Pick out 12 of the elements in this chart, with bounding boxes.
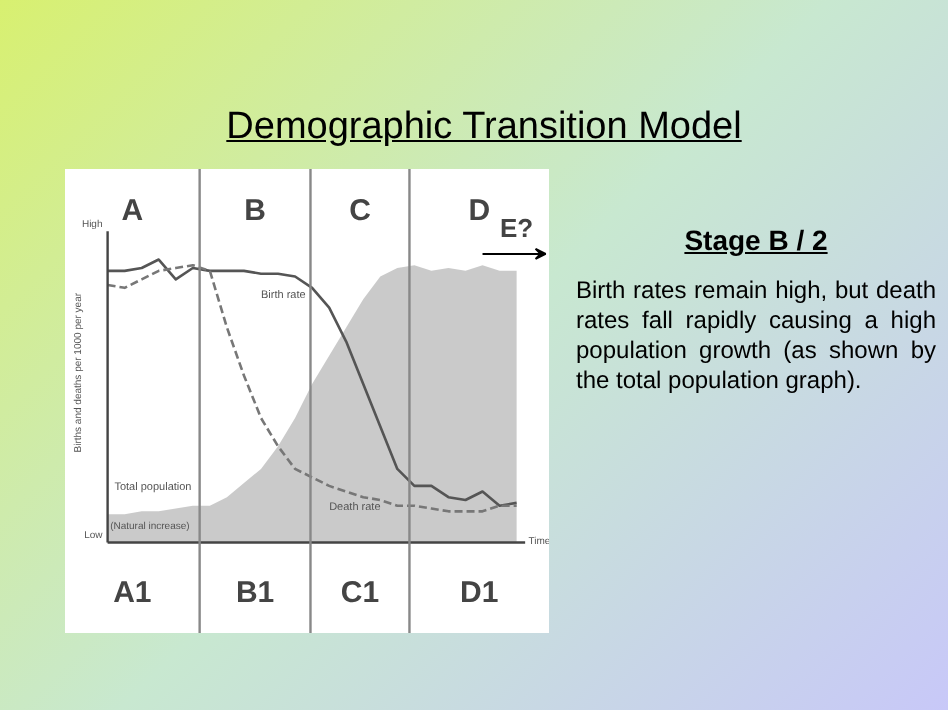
text: Stage B / 2	[682, 222, 830, 260]
text: B	[244, 194, 267, 229]
text: B1	[235, 576, 275, 611]
text: A	[121, 194, 144, 229]
text: E?	[500, 212, 534, 243]
text: D	[468, 194, 491, 229]
text: A1	[113, 576, 152, 611]
text: Birth rates remain high, but death rates fall rapidly causing a high population growth (as shown by the total population graph).	[576, 276, 936, 396]
chart-title: Demographic Transition Model	[224, 104, 744, 152]
text: D1	[460, 576, 499, 611]
text: C1	[340, 576, 380, 611]
text: C	[349, 194, 372, 229]
